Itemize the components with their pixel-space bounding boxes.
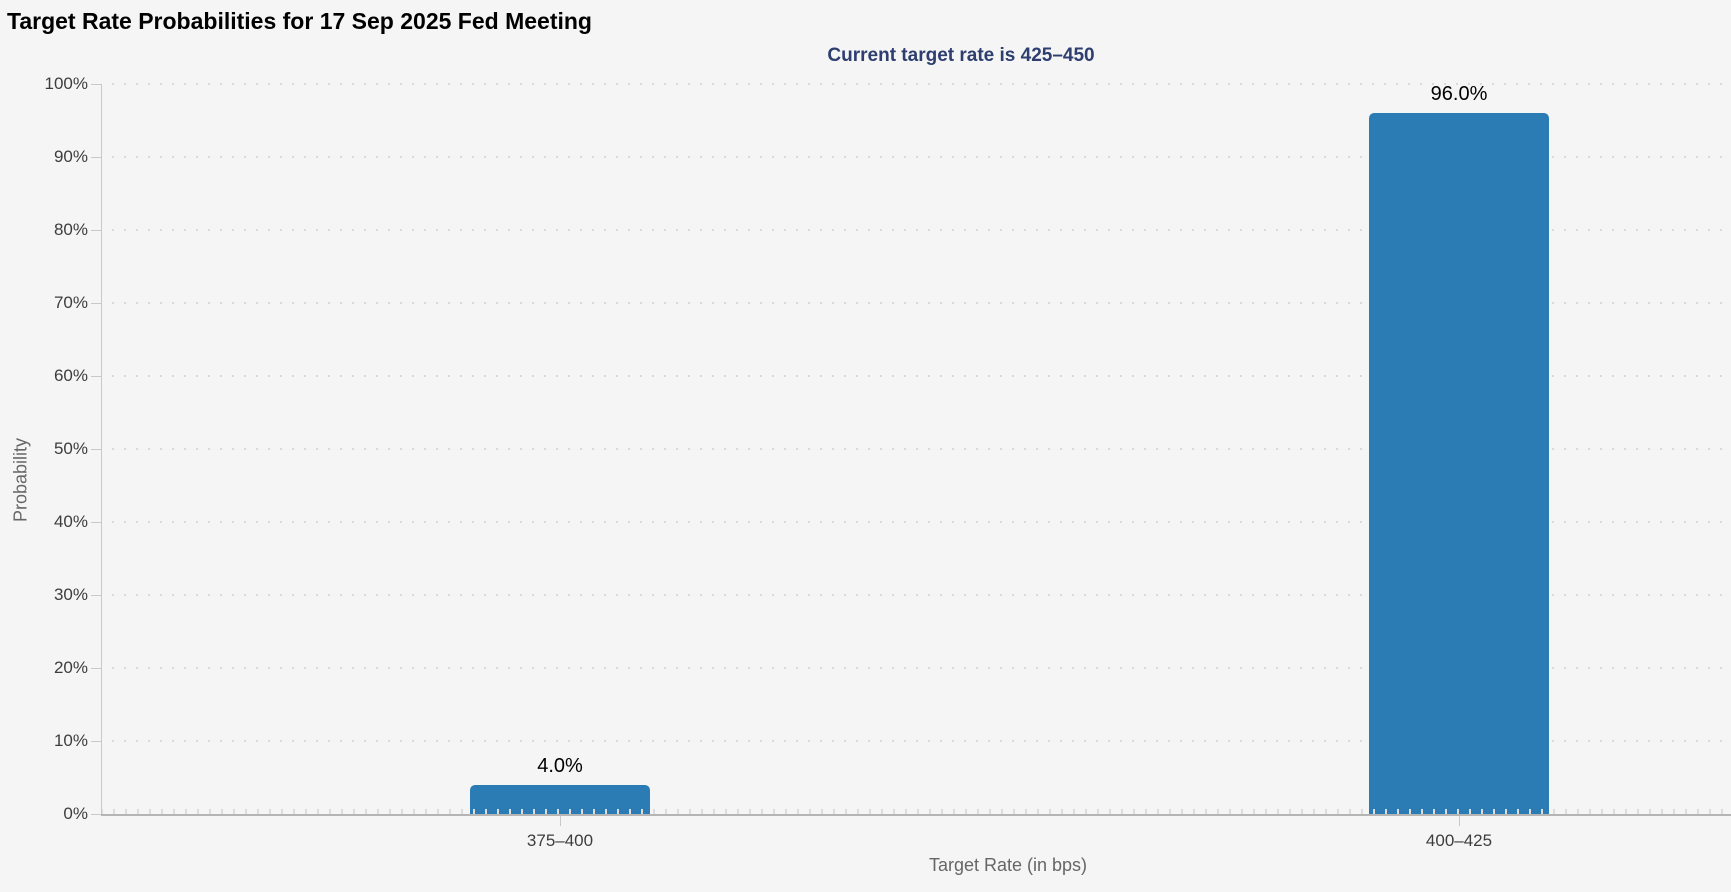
- y-axis-line: [101, 84, 102, 815]
- y-tick-label: 30%: [53, 585, 88, 604]
- x-axis-line: [101, 814, 1731, 816]
- y-tick-label: 90%: [53, 147, 88, 166]
- gridline-60: [112, 375, 1731, 377]
- gridline-10: [112, 740, 1731, 742]
- y-tick-label: 10%: [53, 731, 88, 750]
- y-axis-tick: [91, 449, 101, 450]
- y-tick-label: 60%: [53, 366, 88, 385]
- x-axis-tick: [1459, 816, 1460, 826]
- y-axis-tick: [91, 814, 101, 815]
- bar-value-label: 4.0%: [537, 754, 583, 777]
- y-axis-tick: [91, 595, 101, 596]
- y-tick-label: 50%: [53, 439, 88, 458]
- gridline-20: [112, 667, 1731, 669]
- y-tick-label: 40%: [53, 512, 88, 531]
- bar-value-label: 96.0%: [1430, 83, 1488, 106]
- gridline-40: [112, 521, 1731, 523]
- gridline-30: [112, 594, 1731, 596]
- x-tick-label: 400–425: [1425, 831, 1493, 850]
- gridline-70: [112, 302, 1731, 304]
- x-axis-minor-ticks: [101, 809, 1731, 814]
- bar-400–425[interactable]: [1369, 113, 1549, 814]
- x-tick-label: 375–400: [526, 831, 594, 850]
- y-axis-tick: [91, 303, 101, 304]
- gridline-80: [112, 229, 1731, 231]
- gridline-90: [112, 156, 1731, 158]
- x-axis-title: Target Rate (in bps): [928, 855, 1088, 875]
- y-axis-tick: [91, 84, 101, 85]
- y-axis-tick: [91, 668, 101, 669]
- chart-subtitle: Current target rate is 425–450: [827, 45, 1095, 66]
- y-axis-tick: [91, 522, 101, 523]
- y-tick-label: 20%: [53, 658, 88, 677]
- y-tick-label: 80%: [53, 220, 88, 239]
- chart-title: Target Rate Probabilities for 17 Sep 202…: [7, 8, 592, 34]
- y-tick-label: 100%: [44, 74, 88, 93]
- y-axis-tick: [91, 376, 101, 377]
- x-axis-tick: [560, 816, 561, 826]
- y-axis-tick: [91, 230, 101, 231]
- y-axis-tick: [91, 157, 101, 158]
- gridline-50: [112, 448, 1731, 450]
- gridline-100: [112, 83, 1731, 85]
- y-tick-label: 0%: [63, 804, 88, 823]
- y-tick-label: 70%: [53, 293, 88, 312]
- y-axis-tick: [91, 741, 101, 742]
